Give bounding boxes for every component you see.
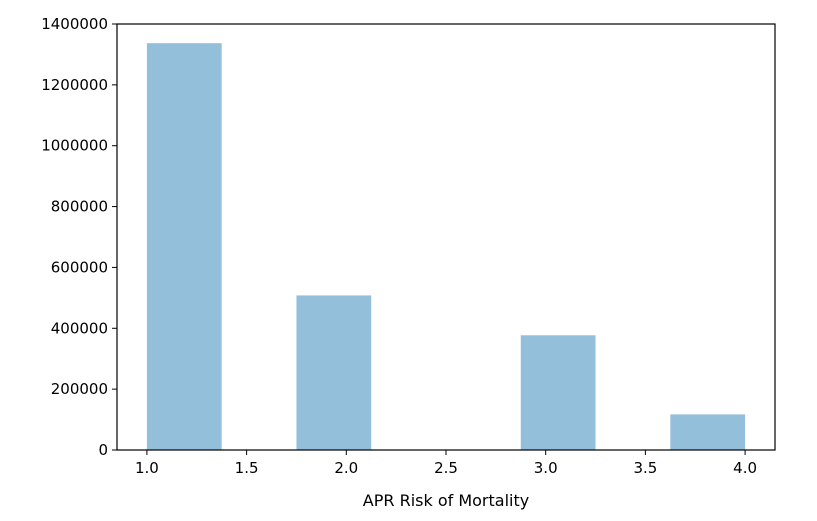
y-tick-label: 600000	[51, 258, 108, 276]
y-axis-ticks: 0 200000 400000 600000 800000 1000000 1200000 1…	[41, 15, 117, 459]
x-tick-label: 1.0	[135, 459, 159, 477]
y-tick-label: 400000	[51, 319, 108, 337]
y-tick-label: 1200000	[41, 76, 108, 94]
x-tick-label: 2.5	[434, 459, 458, 477]
x-tick-label: 4.0	[733, 459, 757, 477]
x-tick-label: 3.5	[633, 459, 657, 477]
x-tick-label: 3.0	[534, 459, 558, 477]
x-axis-label: APR Risk of Mortality	[363, 491, 529, 510]
x-axis-ticks: 1.0 1.5 2.0 2.5 3.0 3.5 4.0	[135, 450, 757, 477]
y-tick-label: 800000	[51, 198, 108, 216]
histogram-bar-1	[146, 43, 222, 451]
x-tick-label: 2.0	[334, 459, 358, 477]
histogram-bar-4	[670, 414, 746, 450]
y-tick-label: 0	[98, 441, 108, 459]
bars-group	[146, 43, 746, 451]
y-tick-label: 1400000	[41, 15, 108, 33]
x-tick-label: 1.5	[235, 459, 259, 477]
y-tick-label: 1000000	[41, 137, 108, 155]
histogram-bar-3	[520, 335, 596, 450]
histogram-bar-2	[296, 295, 372, 450]
y-tick-label: 200000	[51, 380, 108, 398]
